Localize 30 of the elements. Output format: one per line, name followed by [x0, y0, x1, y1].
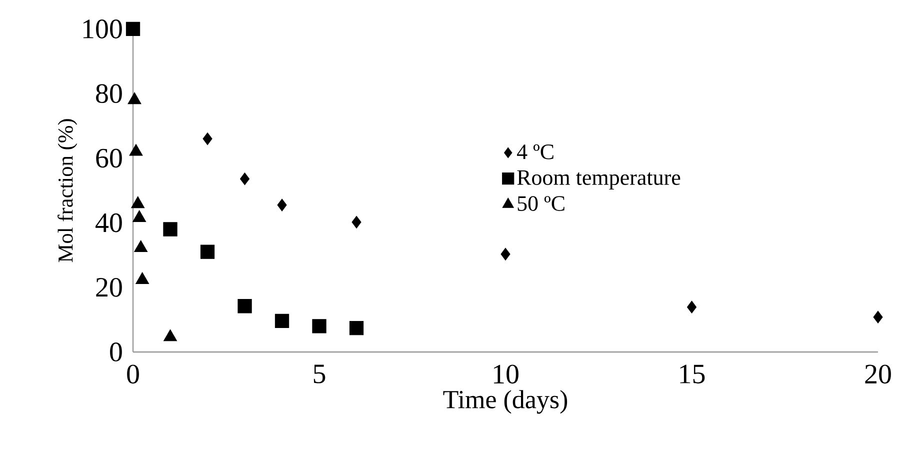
- point: [312, 319, 326, 334]
- point: [686, 300, 697, 314]
- point: [274, 314, 290, 328]
- point: [349, 321, 364, 336]
- y-tick-label: 80: [96, 84, 122, 104]
- x-tick-label: 0: [127, 364, 139, 384]
- legend-label: Room temperature: [517, 170, 680, 190]
- x-axis-title: Time (days): [443, 390, 568, 414]
- x-tick-label: 10: [494, 364, 518, 384]
- point: [126, 22, 140, 36]
- point: [238, 299, 252, 314]
- legend-label: 50 ºC: [518, 196, 564, 211]
- y-axis-title: Mol fraction (%): [58, 119, 78, 262]
- point: [163, 222, 178, 236]
- y-tick-label: 0: [110, 342, 122, 362]
- x-tick-label: 15: [680, 364, 705, 384]
- legend-label: 4 ºC: [516, 144, 554, 160]
- x-tick-label: 5: [314, 364, 326, 384]
- point: [873, 310, 883, 324]
- y-tick-label: 40: [96, 213, 122, 232]
- point: [202, 132, 212, 146]
- y-tick-label: 100: [83, 20, 122, 38]
- y-tick-label: 20: [96, 278, 122, 297]
- point: [277, 198, 287, 212]
- point: [352, 216, 362, 228]
- point: [500, 248, 510, 260]
- x-tick-label: 20: [865, 364, 891, 384]
- point: [240, 172, 250, 186]
- y-tick-label: 60: [96, 148, 122, 168]
- point: [200, 244, 215, 259]
